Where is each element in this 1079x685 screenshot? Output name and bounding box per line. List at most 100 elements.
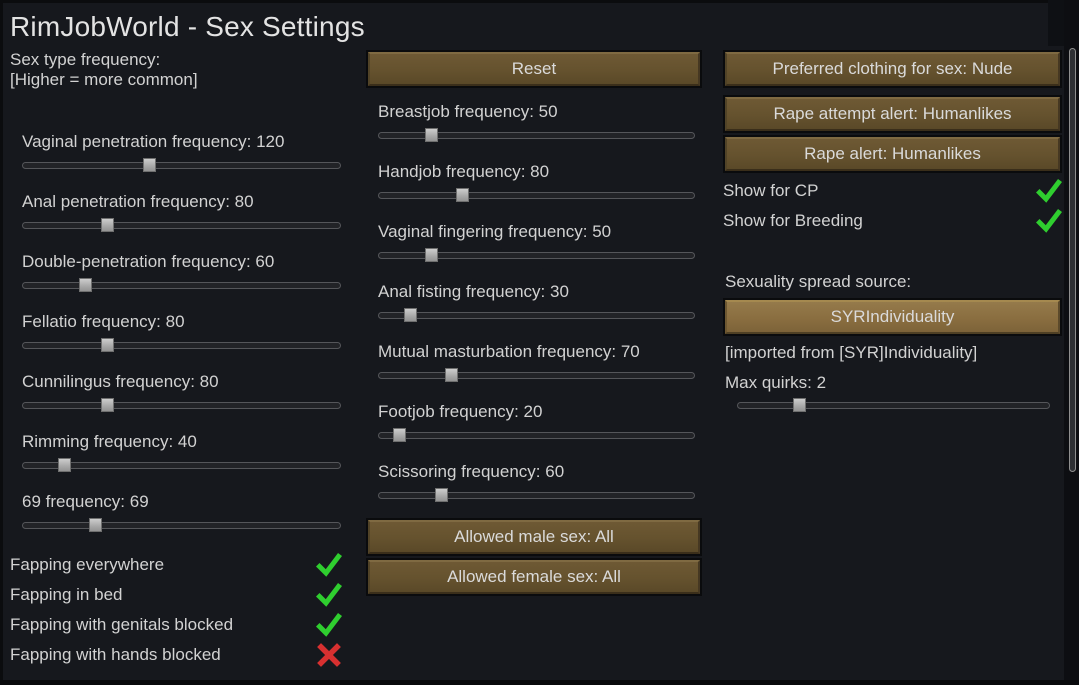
cross-icon[interactable] <box>316 642 342 668</box>
slider-label: Footjob frequency: 20 <box>378 402 543 421</box>
max-quirks-label: Max quirks: 2 <box>725 373 827 392</box>
slider-handle[interactable] <box>79 278 93 292</box>
rape-attempt-alert-label: Rape attempt alert: Humanlikes <box>725 97 1060 131</box>
slider-label: Breastjob frequency: 50 <box>378 102 558 121</box>
slider-track[interactable] <box>22 458 341 472</box>
sex-type-frequency-header-line2: [Higher = more common] <box>10 70 198 89</box>
slider-row: Breastjob frequency: 50 <box>366 98 702 158</box>
slider-handle[interactable] <box>393 428 406 442</box>
slider-label: Fellatio frequency: 80 <box>22 312 185 331</box>
slider-track[interactable] <box>22 158 341 172</box>
imported-from-note: [imported from [SYR]Individuality] <box>725 343 978 362</box>
slider-track[interactable] <box>22 398 341 412</box>
check-icon[interactable] <box>316 552 342 578</box>
slider-track[interactable] <box>22 338 341 352</box>
left-column: Sex type frequency: [Higher = more commo… <box>10 50 342 670</box>
slider-track[interactable] <box>378 248 695 262</box>
preferred-clothing-label: Preferred clothing for sex: Nude <box>725 52 1060 86</box>
max-quirks-slider-handle[interactable] <box>793 398 807 412</box>
slider-label: Scissoring frequency: 60 <box>378 462 565 481</box>
reset-button[interactable]: Reset <box>366 50 702 88</box>
checkbox-row: Fapping with genitals blocked <box>10 610 342 640</box>
slider-row: Anal fisting frequency: 30 <box>366 278 702 338</box>
slider-row: Scissoring frequency: 60 <box>366 458 702 518</box>
slider-label: Handjob frequency: 80 <box>378 162 550 181</box>
scrollbar-thumb[interactable] <box>1069 48 1076 472</box>
checkbox-row: Fapping everywhere <box>10 550 342 580</box>
slider-track[interactable] <box>378 488 695 502</box>
slider-track[interactable] <box>22 278 341 292</box>
slider-row: Fellatio frequency: 80 <box>10 308 342 368</box>
allowed-male-sex-button[interactable]: Allowed male sex: All <box>366 518 702 556</box>
slider-label: Anal penetration frequency: 80 <box>22 192 254 211</box>
slider-label: Mutual masturbation frequency: 70 <box>378 342 640 361</box>
checkbox-label: Show for Breeding <box>723 211 863 230</box>
slider-track[interactable] <box>378 128 695 142</box>
check-icon[interactable] <box>1036 208 1062 234</box>
checkbox-row: Show for Breeding <box>723 206 1062 236</box>
right-column: Preferred clothing for sex: Nude Rape at… <box>723 50 1062 412</box>
slider-row: Vaginal fingering frequency: 50 <box>366 218 702 278</box>
slider-row: Rimming frequency: 40 <box>10 428 342 488</box>
slider-track[interactable] <box>378 308 695 322</box>
slider-row: Double-penetration frequency: 60 <box>10 248 342 308</box>
checkbox-row: Fapping with hands blocked <box>10 640 342 670</box>
page-title: RimJobWorld - Sex Settings <box>10 11 365 42</box>
slider-handle[interactable] <box>403 308 417 322</box>
fapping-checkbox-list: Fapping everywhere Fapping in bed Fappin… <box>10 550 342 670</box>
check-icon[interactable] <box>316 582 342 608</box>
slider-row: Mutual masturbation frequency: 70 <box>366 338 702 398</box>
sex-type-frequency-header-line1: Sex type frequency: <box>10 50 161 69</box>
allowed-female-sex-button[interactable]: Allowed female sex: All <box>366 558 702 596</box>
window-bottom-edge <box>0 680 1079 685</box>
slider-handle[interactable] <box>142 158 156 172</box>
sexuality-spread-source-button[interactable]: SYRIndividuality <box>723 298 1062 336</box>
slider-handle[interactable] <box>100 338 114 352</box>
slider-handle[interactable] <box>424 248 438 262</box>
slider-row: Handjob frequency: 80 <box>366 158 702 218</box>
rape-alert-button[interactable]: Rape alert: Humanlikes <box>723 135 1062 173</box>
slider-track[interactable] <box>22 218 341 232</box>
slider-label: Anal fisting frequency: 30 <box>378 282 569 301</box>
slider-handle[interactable] <box>445 368 459 382</box>
slider-label: Double-penetration frequency: 60 <box>22 252 275 271</box>
check-icon[interactable] <box>316 612 342 638</box>
slider-handle[interactable] <box>88 518 102 532</box>
slider-handle[interactable] <box>456 188 469 202</box>
middle-column: Reset Breastjob frequency: 50 Handjob fr… <box>366 50 702 596</box>
checkbox-row: Fapping in bed <box>10 580 342 610</box>
reset-button-label: Reset <box>368 52 700 86</box>
slider-track[interactable] <box>378 428 695 442</box>
slider-handle[interactable] <box>100 398 114 412</box>
slider-label: Cunnilingus frequency: 80 <box>22 372 219 391</box>
sexuality-spread-source-value: SYRIndividuality <box>725 300 1060 334</box>
checkbox-label: Fapping with hands blocked <box>10 645 221 664</box>
slider-track[interactable] <box>378 188 695 202</box>
rape-attempt-alert-button[interactable]: Rape attempt alert: Humanlikes <box>723 95 1062 133</box>
left-slider-list: Vaginal penetration frequency: 120 Anal … <box>10 128 342 548</box>
slider-handle[interactable] <box>435 488 448 502</box>
allowed-male-sex-label: Allowed male sex: All <box>368 520 700 554</box>
slider-label: Vaginal penetration frequency: 120 <box>22 132 285 151</box>
slider-row: Cunnilingus frequency: 80 <box>10 368 342 428</box>
slider-label: Rimming frequency: 40 <box>22 432 197 451</box>
slider-track[interactable] <box>378 368 695 382</box>
checkbox-label: Fapping everywhere <box>10 555 165 574</box>
sexuality-spread-source-label: Sexuality spread source: <box>725 272 912 291</box>
allowed-female-sex-label: Allowed female sex: All <box>368 560 700 594</box>
slider-handle[interactable] <box>424 128 438 142</box>
slider-handle[interactable] <box>100 218 114 232</box>
preferred-clothing-button[interactable]: Preferred clothing for sex: Nude <box>723 50 1062 88</box>
max-quirks-slider[interactable] <box>737 398 1050 412</box>
rape-alert-label: Rape alert: Humanlikes <box>725 137 1060 171</box>
checkbox-row: Show for CP <box>723 176 1062 206</box>
slider-handle[interactable] <box>58 458 72 472</box>
slider-row: Footjob frequency: 20 <box>366 398 702 458</box>
middle-slider-list: Breastjob frequency: 50 Handjob frequenc… <box>366 98 702 518</box>
checkbox-label: Fapping with genitals blocked <box>10 615 234 634</box>
slider-track[interactable] <box>22 518 341 532</box>
check-icon[interactable] <box>1036 178 1062 204</box>
slider-row: Anal penetration frequency: 80 <box>10 188 342 248</box>
slider-row: Vaginal penetration frequency: 120 <box>10 128 342 188</box>
